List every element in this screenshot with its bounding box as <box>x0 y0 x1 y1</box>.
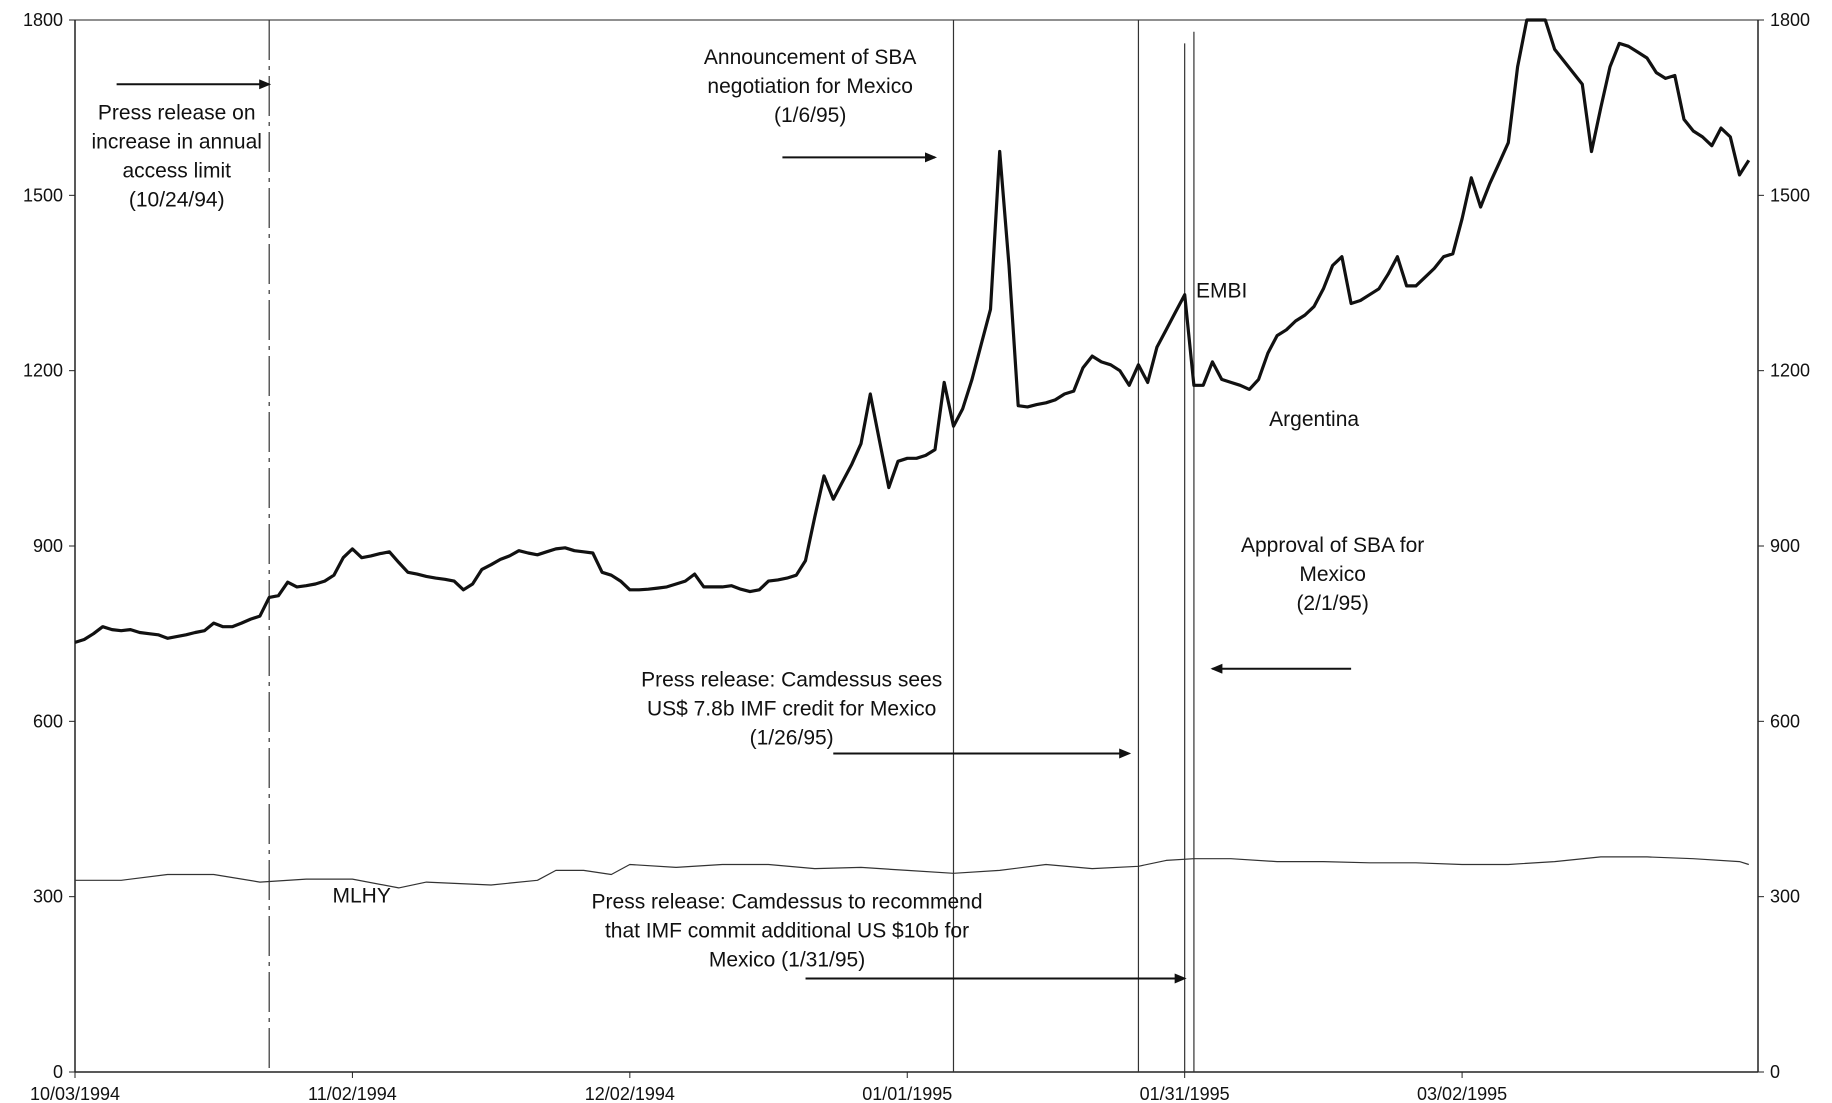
annotation-text-line: Announcement of SBA <box>704 46 916 69</box>
y-tick-label-right: 1500 <box>1770 185 1810 205</box>
y-tick-label-left: 1200 <box>23 361 63 381</box>
x-tick-label: 11/02/1994 <box>308 1084 397 1103</box>
y-tick-label-right: 0 <box>1770 1062 1780 1082</box>
y-tick-label-left: 900 <box>33 536 63 556</box>
y-tick-label-right: 600 <box>1770 711 1800 731</box>
series-label-argentina: Argentina <box>1269 408 1359 431</box>
annotation-text-line: Mexico (1/31/95) <box>709 948 865 971</box>
series-labels: EMBI MLHY Argentina <box>332 280 1359 908</box>
x-tick-label: 01/01/1995 <box>862 1084 952 1103</box>
annotation: Approval of SBA for Mexico (2/1/95) <box>1210 534 1424 674</box>
y-tick-label-right: 1200 <box>1770 361 1810 381</box>
x-tick-label: 01/31/1995 <box>1140 1084 1230 1103</box>
annotation: Announcement of SBA negotiation for Mexic… <box>704 46 937 163</box>
annotation-text-line: Mexico <box>1299 563 1366 586</box>
annotation-text-line: Press release: Camdessus sees <box>641 668 942 691</box>
annotation-text-line: access limit <box>122 159 231 182</box>
annotation-text-line: (1/26/95) <box>750 726 834 749</box>
annotation: Press release on increase in annual access… <box>91 79 272 211</box>
y-tick-label-right: 900 <box>1770 536 1800 556</box>
annotations: Press release on increase in annual access… <box>91 46 1424 984</box>
y-tick-label-left: 300 <box>33 887 63 907</box>
annotation-text-line: (1/6/95) <box>774 104 846 127</box>
x-tick-label: 10/03/1994 <box>30 1084 120 1103</box>
series-group <box>74 18 1751 889</box>
y-tick-label-left: 0 <box>53 1062 63 1082</box>
axes: 0 0 300 300 600 600 900 900 1200 1200 1500 1500 1800… <box>23 10 1810 1103</box>
annotation-text-line: (10/24/94) <box>129 188 225 211</box>
series-label-mlhy: MLHY <box>332 885 390 908</box>
annotation-text-line: increase in annual <box>91 130 261 153</box>
annotation: Press release: Camdessus sees US$ 7.8b IM… <box>641 668 1132 759</box>
y-tick-label-right: 1800 <box>1770 10 1810 30</box>
annotation-text-line: Approval of SBA for <box>1241 534 1424 557</box>
event-lines <box>268 20 1195 1072</box>
annotation-text-line: that IMF commit additional US $10b for <box>605 919 969 942</box>
x-tick-label: 12/02/1994 <box>585 1084 675 1103</box>
series-line-mlhy <box>75 856 1749 889</box>
x-tick-label: 03/02/1995 <box>1417 1084 1507 1103</box>
annotation-text-line: Press release: Camdessus to recommend <box>592 890 983 913</box>
series-label-embi: EMBI <box>1196 280 1247 303</box>
annotation-text-line: (2/1/95) <box>1296 592 1368 615</box>
annotation-text-line: negotiation for Mexico <box>707 75 912 98</box>
y-tick-label-left: 1500 <box>23 185 63 205</box>
annotation-text-line: US$ 7.8b IMF credit for Mexico <box>647 697 936 720</box>
y-tick-label-left: 1800 <box>23 10 63 30</box>
annotation: Press release: Camdessus to recommend tha… <box>592 890 1187 984</box>
y-tick-label-right: 300 <box>1770 887 1800 907</box>
y-tick-label-left: 600 <box>33 711 63 731</box>
series-line-embi <box>74 18 1751 644</box>
annotation-text-line: Press release on <box>98 101 256 124</box>
